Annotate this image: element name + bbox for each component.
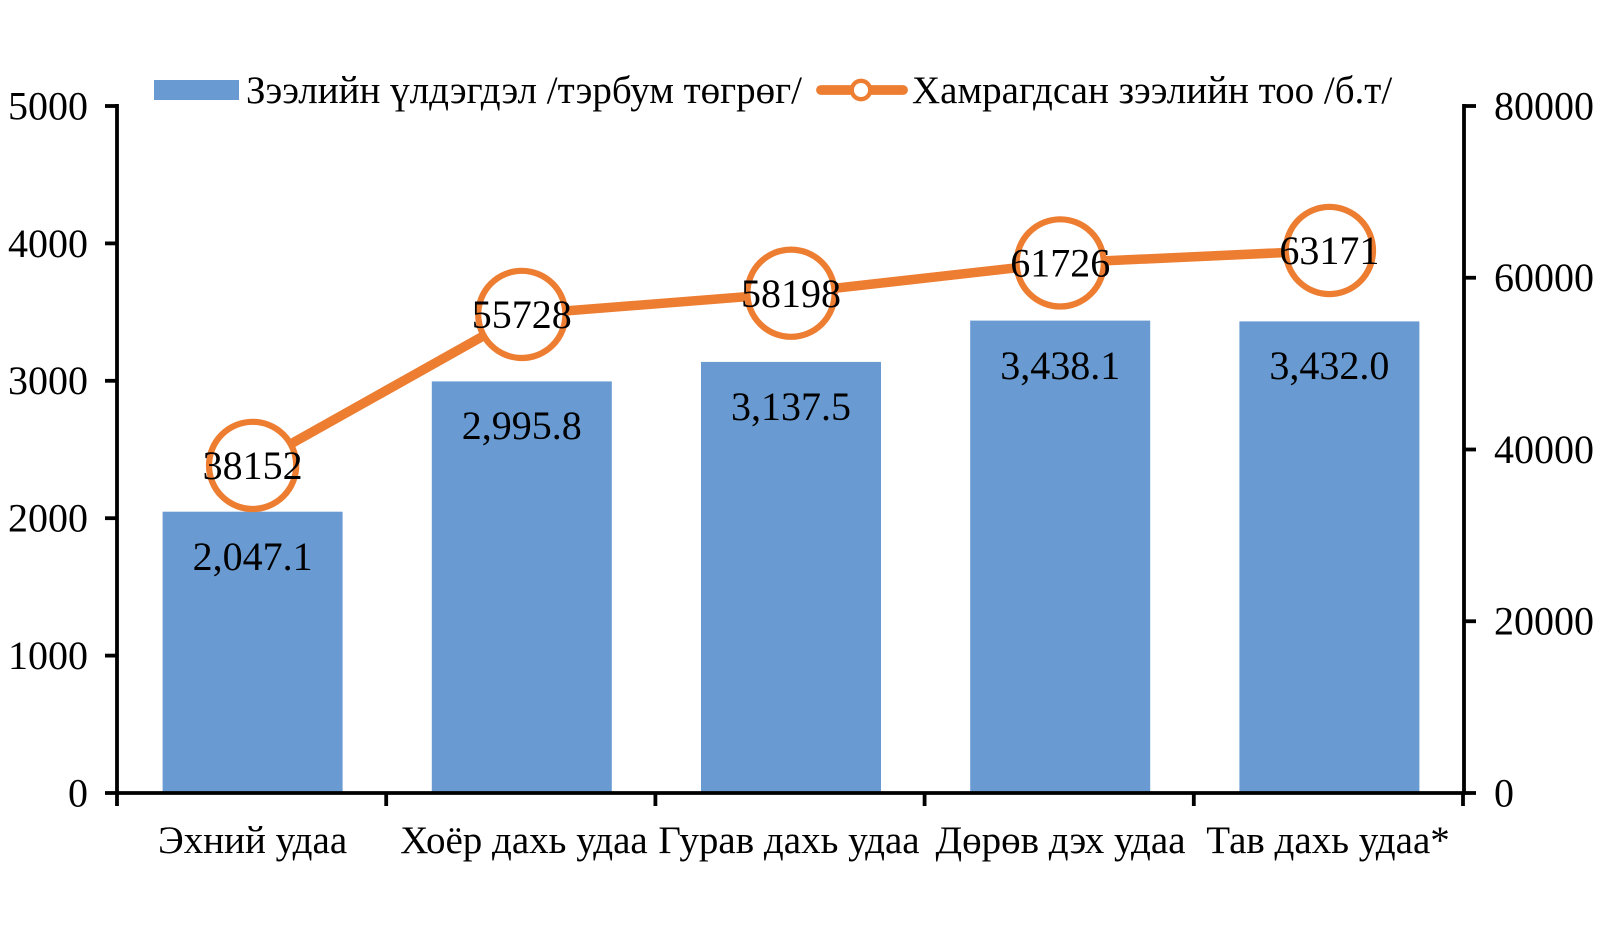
- svg-text:40000: 40000: [1494, 427, 1594, 472]
- svg-text:4000: 4000: [8, 221, 88, 266]
- svg-text:38152: 38152: [203, 443, 303, 488]
- svg-text:3,137.5: 3,137.5: [731, 384, 851, 429]
- svg-text:61726: 61726: [1010, 241, 1110, 286]
- svg-text:3000: 3000: [8, 358, 88, 403]
- svg-text:80000: 80000: [1494, 83, 1594, 128]
- svg-text:5000: 5000: [8, 83, 88, 128]
- svg-text:2,047.1: 2,047.1: [193, 534, 313, 579]
- svg-text:Гурав дахь удаа: Гурав дахь удаа: [658, 819, 919, 862]
- svg-text:20000: 20000: [1494, 599, 1594, 644]
- svg-text:58198: 58198: [741, 271, 841, 316]
- svg-text:60000: 60000: [1494, 255, 1594, 300]
- svg-text:63171: 63171: [1279, 228, 1379, 273]
- svg-text:0: 0: [1494, 770, 1514, 815]
- svg-text:3,438.1: 3,438.1: [1000, 343, 1120, 388]
- svg-text:Дөрөв дэх удаа: Дөрөв дэх удаа: [935, 819, 1185, 862]
- svg-text:0: 0: [68, 770, 88, 815]
- svg-text:55728: 55728: [472, 292, 572, 337]
- svg-text:2,995.8: 2,995.8: [462, 403, 582, 448]
- svg-text:Хамрагдсан зээлийн тоо /б.т/: Хамрагдсан зээлийн тоо /б.т/: [912, 69, 1392, 112]
- svg-text:2000: 2000: [8, 496, 88, 541]
- svg-text:Зээлийн үлдэгдэл /тэрбум төгрө: Зээлийн үлдэгдэл /тэрбум төгрөг/: [246, 69, 802, 112]
- svg-text:Хоёр дахь удаа: Хоёр дахь удаа: [400, 819, 647, 862]
- svg-text:3,432.0: 3,432.0: [1269, 343, 1389, 388]
- svg-text:Эхний удаа: Эхний удаа: [158, 819, 347, 862]
- svg-text:1000: 1000: [8, 633, 88, 678]
- svg-text:Тав дахь удаа*: Тав дахь удаа*: [1206, 819, 1450, 862]
